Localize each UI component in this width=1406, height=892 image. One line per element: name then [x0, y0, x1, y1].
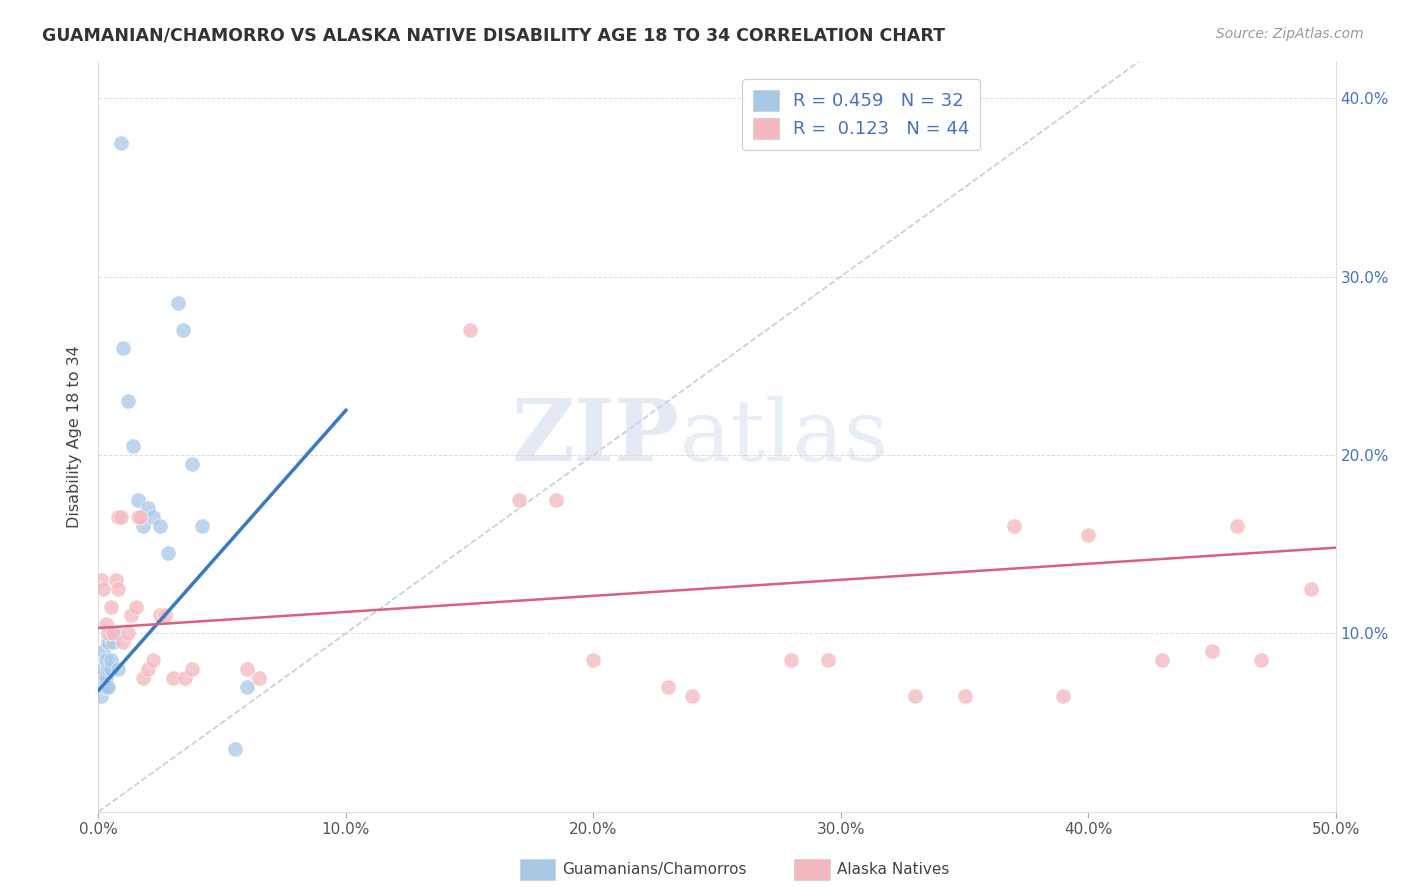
Point — [120, 608, 142, 623]
Point — [162, 671, 184, 685]
Point — [142, 653, 165, 667]
Point — [1002, 519, 1025, 533]
Point — [127, 510, 149, 524]
Point — [112, 341, 135, 355]
Point — [100, 599, 122, 614]
Point — [100, 662, 122, 676]
Point — [657, 680, 679, 694]
Point — [94, 653, 117, 667]
Point — [132, 671, 155, 685]
Point — [681, 689, 703, 703]
Point — [107, 582, 129, 596]
Point — [110, 510, 132, 524]
Text: Alaska Natives: Alaska Natives — [837, 863, 949, 877]
Point — [104, 626, 127, 640]
Point — [90, 573, 112, 587]
Point — [117, 394, 139, 409]
Point — [142, 510, 165, 524]
Point — [1201, 644, 1223, 658]
Point — [100, 653, 122, 667]
Point — [904, 689, 927, 703]
Text: atlas: atlas — [681, 395, 889, 479]
Point — [93, 582, 115, 596]
Point — [107, 510, 129, 524]
Point — [508, 492, 530, 507]
Point — [149, 519, 172, 533]
Point — [93, 662, 115, 676]
Point — [110, 136, 132, 150]
Text: ZIP: ZIP — [512, 395, 681, 479]
Point — [122, 439, 145, 453]
Point — [1250, 653, 1272, 667]
Point — [104, 573, 127, 587]
Point — [112, 635, 135, 649]
Point — [155, 608, 177, 623]
Point — [582, 653, 605, 667]
Point — [103, 635, 125, 649]
Point — [247, 671, 270, 685]
Point — [224, 742, 246, 756]
Point — [181, 457, 204, 471]
Point — [94, 617, 117, 632]
Point — [236, 662, 259, 676]
Point — [136, 662, 159, 676]
Point — [93, 680, 115, 694]
Point — [107, 662, 129, 676]
Point — [97, 680, 120, 694]
Point — [93, 644, 115, 658]
Point — [191, 519, 214, 533]
Point — [117, 626, 139, 640]
Point — [127, 492, 149, 507]
Y-axis label: Disability Age 18 to 34: Disability Age 18 to 34 — [67, 346, 83, 528]
Point — [94, 680, 117, 694]
Text: Source: ZipAtlas.com: Source: ZipAtlas.com — [1216, 27, 1364, 41]
Point — [132, 519, 155, 533]
Point — [97, 635, 120, 649]
Point — [129, 510, 152, 524]
Point — [1052, 689, 1074, 703]
Text: GUAMANIAN/CHAMORRO VS ALASKA NATIVE DISABILITY AGE 18 TO 34 CORRELATION CHART: GUAMANIAN/CHAMORRO VS ALASKA NATIVE DISA… — [42, 27, 945, 45]
Point — [1226, 519, 1249, 533]
Point — [166, 296, 188, 310]
Point — [90, 689, 112, 703]
Point — [172, 323, 194, 337]
Point — [817, 653, 839, 667]
Point — [181, 662, 204, 676]
Point — [94, 671, 117, 685]
Point — [124, 599, 146, 614]
Point — [1299, 582, 1322, 596]
Point — [149, 608, 172, 623]
Point — [97, 662, 120, 676]
Point — [780, 653, 803, 667]
Point — [1152, 653, 1174, 667]
Point — [136, 501, 159, 516]
Point — [546, 492, 568, 507]
Point — [1077, 528, 1099, 542]
Point — [953, 689, 976, 703]
Point — [458, 323, 481, 337]
Point — [174, 671, 197, 685]
Point — [156, 546, 179, 560]
Point — [236, 680, 259, 694]
Point — [90, 671, 112, 685]
Legend: R = 0.459   N = 32, R =  0.123   N = 44: R = 0.459 N = 32, R = 0.123 N = 44 — [742, 79, 980, 150]
Point — [103, 626, 125, 640]
Text: Guamanians/Chamorros: Guamanians/Chamorros — [562, 863, 747, 877]
Point — [97, 626, 120, 640]
